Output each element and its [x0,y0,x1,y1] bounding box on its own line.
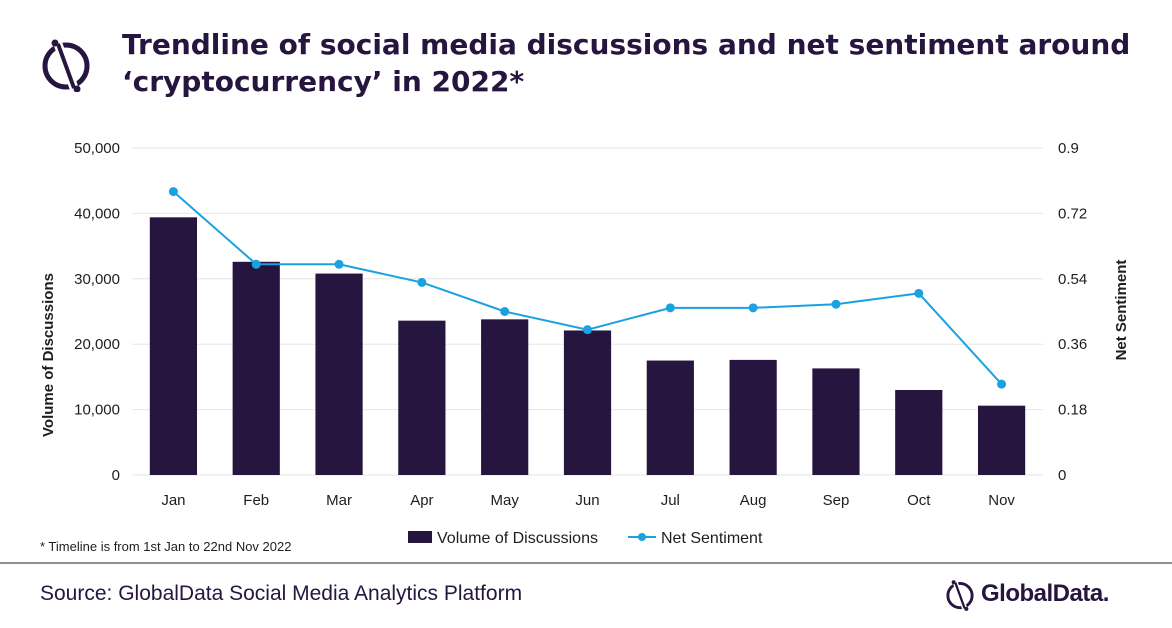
footer-divider [0,562,1172,564]
footnote: * Timeline is from 1st Jan to 22nd Nov 2… [40,539,292,554]
bar-mar [315,273,363,475]
x-tick-label: Oct [907,492,931,509]
x-tick-label: Jun [575,492,599,509]
x-tick-label: Aug [740,492,767,509]
bar-sep [812,368,860,475]
sentiment-point-apr [417,277,427,287]
right-axis-label: Net Sentiment [1113,260,1130,361]
x-tick-label: Sep [823,492,850,509]
right-tick-label: 0.72 [1058,205,1087,222]
right-tick-label: 0.18 [1058,402,1087,419]
right-tick-label: 0.9 [1058,140,1079,157]
left-tick-label: 30,000 [74,271,120,288]
legend-label-sentiment: Net Sentiment [661,530,763,547]
left-tick-label: 10,000 [74,402,120,419]
legend-label-volume: Volume of Discussions [437,530,598,547]
x-tick-label: May [491,492,520,509]
left-tick-label: 0 [112,467,120,484]
sentiment-point-feb [251,259,261,269]
x-tick-label: Jul [661,492,680,509]
sentiment-point-sep [831,299,841,309]
x-tick-label: Feb [243,492,269,509]
bar-nov [977,405,1026,475]
bar-may [481,319,529,475]
legend-swatch-bar [408,531,432,543]
x-tick-label: Jan [161,492,185,509]
sentiment-point-aug [748,303,758,313]
right-tick-label: 0.54 [1058,271,1087,288]
bar-oct [895,389,943,475]
bar-jan [149,217,198,475]
left-axis-label: Volume of Discussions [40,273,57,437]
bar-aug [729,359,777,475]
legend: Volume of Discussions Net Sentiment [408,530,763,547]
x-tick-label: Apr [410,492,433,509]
bar-jun [563,330,612,475]
bar-feb [232,261,280,475]
sentiment-point-jul [665,303,675,313]
brand-name: GlobalData. [981,580,1109,607]
sentiment-point-mar [334,259,344,269]
chart-title: Trendline of social media discussions an… [122,28,1131,98]
left-axis-ticks: 0 10,000 20,000 30,000 40,000 50,000 [74,140,120,484]
left-tick-label: 50,000 [74,140,120,157]
bar-jul [646,360,694,475]
sentiment-point-may [500,307,510,316]
x-axis-ticks: Jan Feb Mar Apr May Jun Jul Aug Sep Oct Nov [161,492,1015,509]
x-tick-label: Nov [988,492,1015,509]
globaldata-logo-icon [946,580,974,611]
right-tick-label: 0.36 [1058,336,1087,353]
combo-chart: 0 10,000 20,000 30,000 40,000 50,000 0 0.18 0.3… [40,140,1130,547]
line-series [168,187,1007,389]
sentiment-point-nov [997,379,1007,389]
left-tick-label: 40,000 [74,205,120,222]
sentiment-point-jan [168,187,178,197]
bar-apr [398,320,446,475]
legend-swatch-marker [638,533,646,541]
left-tick-label: 20,000 [74,336,120,353]
x-tick-label: Mar [326,492,352,509]
right-axis-ticks: 0 0.18 0.36 0.54 0.72 0.9 [1058,140,1087,484]
source-text: Source: GlobalData Social Media Analytic… [40,582,523,605]
right-tick-label: 0 [1058,467,1066,484]
sentiment-point-oct [914,288,924,298]
bar-series [149,217,1026,475]
globaldata-logo-icon [42,39,90,92]
sentiment-point-jun [583,325,592,335]
